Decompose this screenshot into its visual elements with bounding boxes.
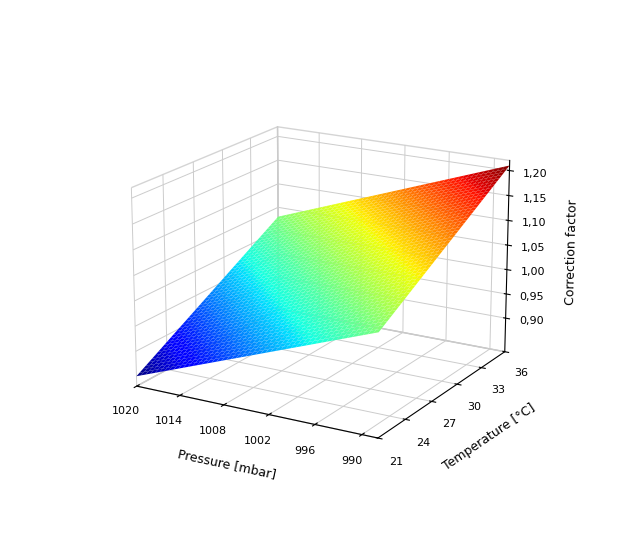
Y-axis label: Temperature [°C]: Temperature [°C] bbox=[440, 402, 537, 473]
X-axis label: Pressure [mbar]: Pressure [mbar] bbox=[177, 447, 277, 482]
